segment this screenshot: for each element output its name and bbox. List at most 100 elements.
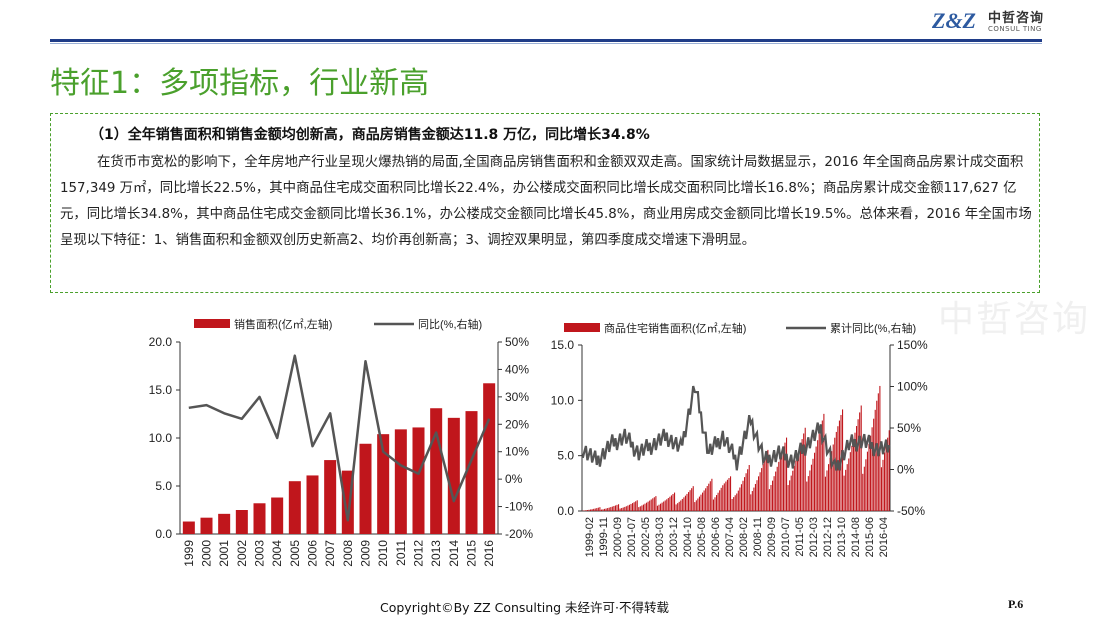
data-bar (751, 491, 753, 511)
data-bar (689, 490, 691, 511)
data-bar (873, 418, 875, 511)
left-tick-label: 20.0 (149, 335, 173, 349)
data-bar (821, 420, 823, 511)
right-tick-label: 0% (505, 472, 523, 486)
x-tick-label: 2007-04 (724, 517, 736, 557)
data-bar (646, 502, 648, 511)
data-bar (720, 487, 722, 511)
data-bar (789, 480, 791, 511)
data-line (581, 385, 891, 471)
data-bar (625, 506, 627, 511)
x-tick-label: 2006 (306, 540, 320, 567)
data-bar (759, 472, 761, 511)
data-bar (182, 521, 195, 534)
data-bar (697, 498, 699, 511)
data-bar (888, 430, 890, 511)
data-bar (824, 476, 826, 511)
data-bar (871, 427, 873, 511)
data-bar (716, 495, 718, 511)
legend-bar-label: 销售面积(亿㎡,左轴) (234, 317, 332, 331)
right-tick-label: -10% (505, 500, 533, 514)
data-bar (798, 450, 800, 511)
data-bar (826, 470, 828, 511)
data-bar (666, 499, 668, 511)
data-bar (758, 476, 760, 511)
x-tick-label: 2008-11 (752, 517, 764, 557)
data-bar (658, 504, 660, 511)
x-tick-label: 2010 (376, 540, 390, 567)
data-bar (874, 409, 876, 511)
data-bar (698, 496, 700, 511)
x-tick-label: 2000-09 (612, 517, 624, 557)
data-bar (624, 506, 626, 511)
data-bar (605, 508, 607, 511)
data-bar (288, 481, 301, 534)
header-rule (50, 39, 1042, 42)
data-bar (588, 509, 590, 511)
data-bar (784, 442, 786, 511)
x-tick-label: 2011-05 (794, 517, 806, 557)
data-bar (754, 483, 756, 511)
data-bar (809, 470, 811, 511)
data-bar (730, 476, 732, 511)
data-bar (412, 427, 425, 534)
data-bar (880, 467, 882, 511)
right-tick-label: -20% (505, 527, 533, 541)
x-tick-label: 2012-12 (822, 517, 834, 557)
data-bar (686, 493, 688, 511)
data-bar (793, 465, 795, 511)
data-bar (829, 457, 831, 511)
data-bar (768, 489, 770, 511)
data-bar (430, 408, 443, 534)
data-bar (812, 458, 814, 511)
x-tick-label: 2007 (323, 540, 337, 567)
legend-bar-swatch (564, 323, 600, 332)
x-tick-label: 2014 (447, 540, 461, 567)
data-bar (622, 507, 624, 511)
data-bar (711, 478, 713, 511)
data-bar (705, 488, 707, 511)
right-tick-label: 30% (505, 390, 529, 404)
chart-monthly-residential-area: 商品住宅销售面积(亿㎡,左轴) 累计同比(%,右轴) 0.0 5.0 10.0 15.0 -… (551, 321, 928, 557)
data-bar (719, 490, 721, 511)
right-tick-label: 100% (897, 380, 928, 394)
x-tick-label: 1999-02 (584, 517, 596, 557)
data-bar (731, 498, 733, 511)
data-bar (636, 500, 638, 511)
x-tick-label: 2010-07 (780, 517, 792, 557)
x-tick-label: 2003 (253, 540, 267, 567)
data-bar (627, 505, 629, 511)
x-tick-label: 2009-09 (766, 517, 778, 557)
data-line (188, 354, 491, 522)
data-bar (600, 509, 602, 511)
data-bar (786, 437, 788, 511)
data-bar (776, 466, 778, 511)
data-bar (610, 507, 612, 511)
data-bar (597, 507, 599, 511)
data-bar (747, 469, 749, 511)
data-bar (753, 487, 755, 511)
x-tick-label: 1999 (182, 540, 196, 567)
data-bar (271, 497, 284, 534)
data-bar (691, 488, 693, 511)
data-bar (586, 510, 588, 511)
data-bar (859, 412, 861, 511)
data-bar (860, 405, 862, 511)
data-bar (728, 478, 730, 511)
data-bar (616, 504, 618, 511)
chart-annual-sales-area: 销售面积(亿㎡,左轴) 同比(%,右轴) 0.0 5.0 10.0 15.0 20.0 -20… (149, 317, 534, 567)
data-bar (810, 464, 812, 511)
data-bar (848, 458, 850, 511)
data-bar (680, 500, 682, 511)
x-tick-label: 1999-11 (598, 517, 610, 557)
right-tick-label: 40% (505, 362, 529, 376)
data-bar (602, 509, 604, 511)
page-title: 特征1：多项指标，行业新高 (50, 66, 430, 101)
data-bar (660, 503, 662, 511)
data-bar (717, 492, 719, 511)
data-bar (756, 480, 758, 511)
data-bar (795, 460, 797, 511)
data-bar (591, 509, 593, 511)
body-paragraph: 在货币市宽松的影响下，全年房地产行业呈现火爆热销的局面,全国商品房销售面积和金额… (60, 155, 1032, 248)
zz-logo: Z&Z 中哲咨询 CONSUL TING (932, 6, 1052, 36)
